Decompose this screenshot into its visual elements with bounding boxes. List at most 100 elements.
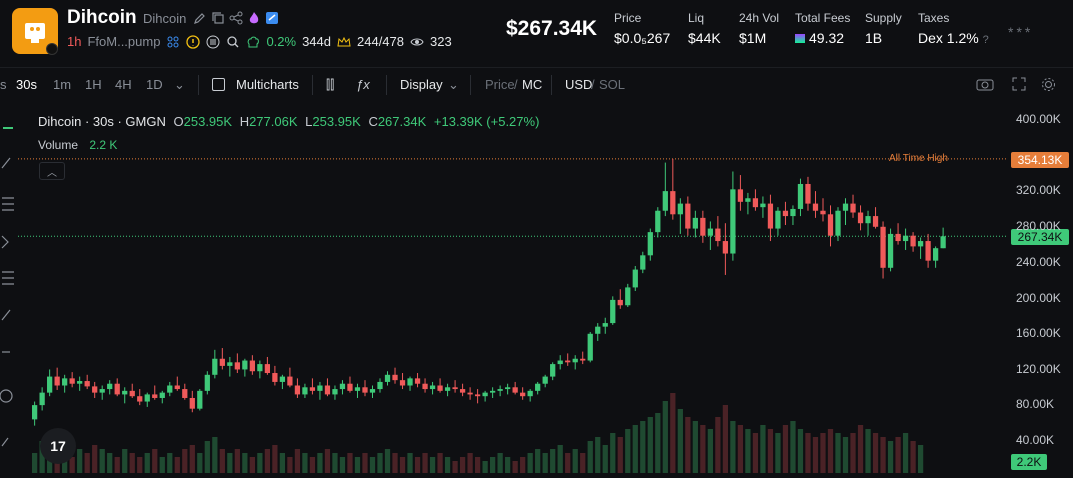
candle xyxy=(204,371,210,395)
candle xyxy=(917,237,924,259)
volume-bar xyxy=(527,453,533,473)
interval-1d[interactable]: 1D xyxy=(146,77,163,92)
help-icon[interactable]: ? xyxy=(982,34,989,46)
volume-bar xyxy=(640,421,646,473)
usd-toggle[interactable]: USD xyxy=(565,77,593,92)
candle xyxy=(572,355,578,370)
volume-bar xyxy=(655,413,661,473)
volume-bar xyxy=(520,457,526,473)
contract-address[interactable]: FfoM...pump xyxy=(87,34,161,49)
collapse-legend-button[interactable]: ︿ xyxy=(39,162,65,180)
volume-bar xyxy=(234,449,240,473)
volume-bar xyxy=(670,393,676,473)
volume-bar xyxy=(647,417,653,473)
edit-icon[interactable] xyxy=(193,11,207,25)
volume-bar xyxy=(707,429,713,473)
candle xyxy=(767,194,774,242)
candle xyxy=(264,356,271,375)
twitter-icon[interactable] xyxy=(265,11,279,25)
candle xyxy=(107,380,113,395)
volume-bar xyxy=(662,401,668,473)
rating-stars[interactable]: *** xyxy=(1008,24,1034,40)
volume-bar xyxy=(392,453,398,473)
interval-1m[interactable]: 1m xyxy=(53,77,72,92)
volume-bar xyxy=(332,453,338,473)
candle xyxy=(302,383,308,398)
candle-type-icon[interactable]: ⫿⫿ xyxy=(326,77,335,92)
volume-bar xyxy=(39,441,45,473)
candle xyxy=(932,246,939,268)
volume-bar xyxy=(535,449,541,473)
interval-4h[interactable]: 4H xyxy=(115,77,132,92)
stat-total-fees: Total Fees 49.32 xyxy=(795,11,851,46)
volume-bar xyxy=(767,429,774,473)
token-age: 1h xyxy=(67,34,82,49)
candle xyxy=(737,175,744,211)
candle xyxy=(805,176,811,211)
share-icon[interactable] xyxy=(229,11,243,25)
candle xyxy=(505,383,511,395)
candle xyxy=(835,207,841,242)
toolbar-divider xyxy=(470,75,471,95)
candle xyxy=(422,378,428,393)
display-chevron-icon[interactable]: ⌄ xyxy=(448,77,459,92)
volume-bar xyxy=(249,457,255,473)
volume-bar xyxy=(189,445,195,473)
solana-icon xyxy=(795,34,805,43)
magnet-tool-icon xyxy=(0,389,13,403)
candle xyxy=(32,401,38,426)
candle xyxy=(324,378,331,397)
mc-toggle[interactable]: MC xyxy=(522,77,543,92)
volume-bar xyxy=(174,457,180,473)
camera-icon[interactable] xyxy=(976,77,994,94)
volume-bar xyxy=(550,449,556,473)
toolbar-divider xyxy=(312,75,313,95)
interval-dropdown-icon[interactable]: ⌄ xyxy=(174,77,185,92)
volume-bar xyxy=(219,449,225,473)
indicators-icon[interactable]: ƒx xyxy=(356,77,370,92)
volume-bar xyxy=(429,457,436,473)
crown-icon xyxy=(337,35,351,49)
multicharts-checkbox[interactable] xyxy=(212,78,225,91)
token-header xyxy=(0,0,1073,68)
volume-bar xyxy=(324,449,331,473)
holders-group-icon xyxy=(166,35,180,49)
volume-bar xyxy=(227,453,233,473)
volume-bar xyxy=(505,457,511,473)
y-tick: 160.00K xyxy=(1016,326,1061,340)
sol-toggle[interactable]: SOL xyxy=(599,77,626,92)
volume-bar xyxy=(865,429,871,473)
volume-bar xyxy=(610,433,616,473)
candle xyxy=(752,189,759,211)
volume-bar xyxy=(677,409,683,473)
open-value: 253.95K xyxy=(183,114,233,129)
y-tick: 400.00K xyxy=(1016,112,1061,126)
interval-30s[interactable]: 30s xyxy=(16,77,37,92)
toggle-slash: / xyxy=(591,77,595,92)
multicharts-label[interactable]: Multicharts xyxy=(236,77,299,92)
display-menu[interactable]: Display xyxy=(400,77,443,92)
candle xyxy=(640,251,646,274)
copy-icon[interactable] xyxy=(211,11,225,25)
low-value: 253.95K xyxy=(312,114,361,129)
candle xyxy=(827,205,834,247)
candle xyxy=(92,381,98,398)
fullscreen-icon[interactable] xyxy=(1012,77,1026,94)
candle xyxy=(910,232,916,252)
candle xyxy=(887,228,894,272)
toolbar-divider xyxy=(386,75,387,95)
interval-1h[interactable]: 1H xyxy=(85,77,102,92)
volume-bar xyxy=(144,453,150,473)
candle xyxy=(219,348,225,370)
price-toggle[interactable]: Price xyxy=(485,77,515,92)
search-icon[interactable] xyxy=(226,35,240,49)
volume-bar xyxy=(272,445,278,473)
price-chart[interactable] xyxy=(18,103,1073,473)
candle xyxy=(722,223,729,275)
settings-gear-icon[interactable] xyxy=(1041,77,1056,95)
volume-bar xyxy=(474,457,481,473)
tradingview-logo[interactable]: 17 xyxy=(40,428,76,464)
volume-bar xyxy=(797,429,804,473)
interval-s[interactable]: s xyxy=(0,77,7,92)
volume-bar xyxy=(490,457,496,473)
